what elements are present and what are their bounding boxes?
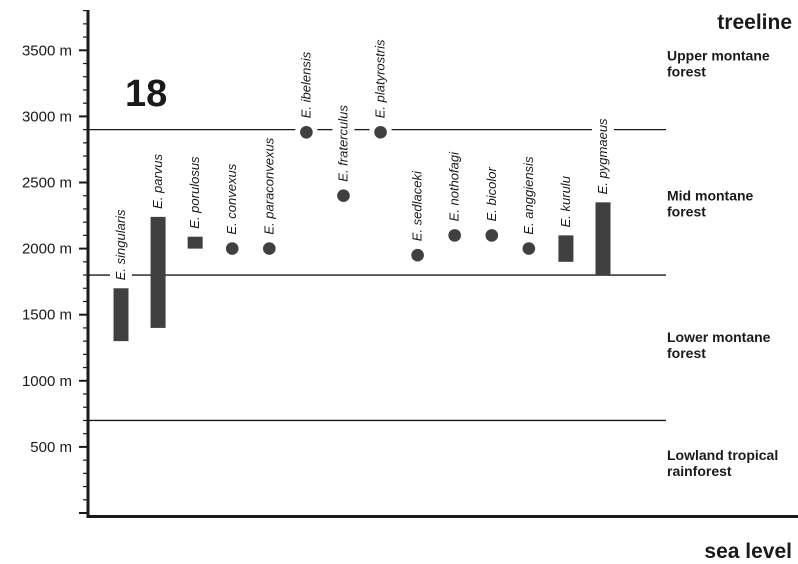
y-tick-label: 1000 m xyxy=(22,373,72,390)
range-bar xyxy=(595,202,611,276)
species-label: E. porulosus xyxy=(187,156,202,229)
species-paraconvexus: E. paraconvexus xyxy=(261,137,276,255)
species-label: E. bicolor xyxy=(484,167,499,222)
zone-label-line: Lowland tropical xyxy=(667,447,778,463)
y-axis: 500 m 1000 m 1500 m 2000 m 2500 m 3000 m 3500 … xyxy=(22,10,798,518)
point-marker xyxy=(300,125,313,139)
zone-label-line: forest xyxy=(667,64,706,80)
species-sedlaceki: E. sedlaceki xyxy=(410,170,425,262)
point-marker xyxy=(225,242,239,255)
zone-label-line: forest xyxy=(667,345,706,361)
species-label: E. nothofagi xyxy=(447,151,462,221)
y-tick-label: 500 m xyxy=(30,439,72,456)
zone-label-line: forest xyxy=(667,204,706,220)
point-marker xyxy=(448,229,461,242)
species-label: E. parvus xyxy=(150,153,165,208)
point-marker xyxy=(522,242,536,255)
range-bar xyxy=(113,288,129,342)
range-bar xyxy=(187,236,203,249)
species-fraterculus: E. fraterculus xyxy=(335,105,350,203)
species-label: E. singularis xyxy=(113,209,128,280)
species-label: E. convexus xyxy=(224,163,239,234)
species-singularis: E. singularis xyxy=(113,209,129,342)
species-marks: E. singularis E. parvus E. porulosus E. con… xyxy=(113,39,611,342)
zone-label-line: rainforest xyxy=(667,463,732,479)
species-porulosus: E. porulosus xyxy=(187,156,203,249)
species-ibelensis: E. ibelensis xyxy=(298,51,313,139)
species-parvus: E. parvus xyxy=(150,153,166,328)
species-label: E. paraconvexus xyxy=(261,137,276,234)
point-marker xyxy=(374,125,387,139)
species-bicolor: E. bicolor xyxy=(484,167,499,242)
species-pygmaeus: E. pygmaeus xyxy=(595,118,611,276)
species-convexus: E. convexus xyxy=(224,163,239,255)
range-bar xyxy=(558,235,574,262)
species-label: E. sedlaceki xyxy=(410,170,425,241)
point-marker xyxy=(485,229,499,242)
y-tick-label: 2000 m xyxy=(22,241,72,258)
range-bar xyxy=(150,216,166,328)
species-label: E. pygmaeus xyxy=(595,118,610,194)
zone-label-line: Upper montane xyxy=(667,48,770,64)
zone-boundaries xyxy=(88,128,666,422)
species-label: E. anggiensis xyxy=(521,156,536,235)
species-platyrostris: E. platyrostris xyxy=(373,39,388,139)
point-marker xyxy=(263,242,276,255)
species-kurulu: E. kurulu xyxy=(558,176,574,262)
species-label: E. platyrostris xyxy=(373,39,388,118)
figure-number: 18 xyxy=(125,73,167,115)
treeline-label: treeline xyxy=(717,11,792,34)
species-label: E. fraterculus xyxy=(335,105,350,182)
y-tick-label: 3500 m xyxy=(22,42,72,59)
species-label: E. ibelensis xyxy=(298,51,313,118)
y-tick-label: 2500 m xyxy=(22,175,72,192)
species-label: E. kurulu xyxy=(558,176,573,227)
y-tick-label: 1500 m xyxy=(22,307,72,324)
sea-level-label: sea level xyxy=(704,540,792,563)
y-tick-label: 3000 m xyxy=(22,108,72,125)
species-nothofagi: E. nothofagi xyxy=(447,151,462,242)
point-marker xyxy=(337,189,350,203)
zone-label-line: Mid montane xyxy=(667,188,754,204)
zone-label-line: Lower montane xyxy=(667,329,771,345)
species-anggiensis: E. anggiensis xyxy=(521,156,536,255)
point-marker xyxy=(411,248,424,262)
